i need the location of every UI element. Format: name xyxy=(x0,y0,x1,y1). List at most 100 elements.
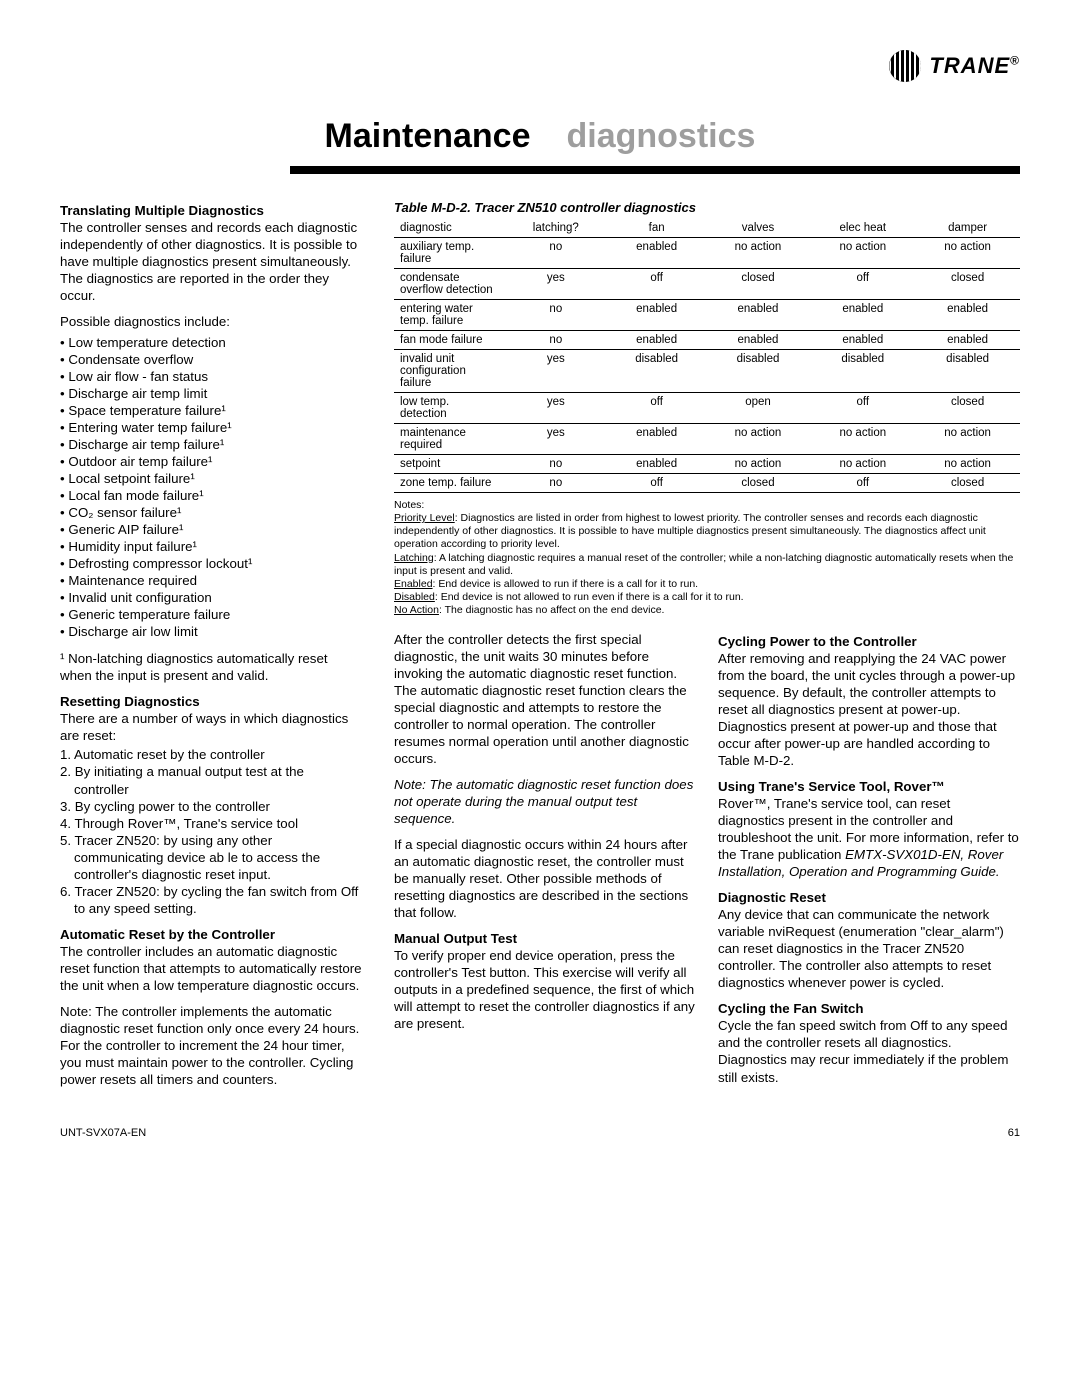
trademark: ® xyxy=(1010,54,1020,68)
brand-text: TRANE xyxy=(929,53,1010,78)
table-cell: enabled xyxy=(706,331,811,350)
table-cell: enabled xyxy=(608,331,706,350)
table-cell: closed xyxy=(915,393,1020,424)
table-header-cell: diagnostic xyxy=(394,219,504,238)
column-right: Cycling Power to the Controller After re… xyxy=(718,631,1020,1094)
footnote-1: ¹ Non-latching diagnostics automatically… xyxy=(60,650,362,684)
table-cell: no action xyxy=(915,424,1020,455)
note-noaction: : The diagnostic has no affect on the en… xyxy=(439,604,665,616)
table-cell: fan mode failure xyxy=(394,331,504,350)
note-priority-label: Priority Level xyxy=(394,512,455,524)
table-notes: Notes: Priority Level: Diagnostics are l… xyxy=(394,499,1020,617)
h-rover: Using Trane's Service Tool, Rover™ xyxy=(718,778,1020,795)
table-cell: enabled xyxy=(810,331,915,350)
h-diag-reset: Diagnostic Reset xyxy=(718,889,1020,906)
page-footer: UNT-SVX07A-EN 61 xyxy=(60,1127,1020,1139)
list-item: Generic temperature failure xyxy=(60,606,362,623)
list-item: Low air flow - fan status xyxy=(60,368,362,385)
p-possible: Possible diagnostics include: xyxy=(60,313,362,330)
p-diag-reset: Any device that can communicate the netw… xyxy=(718,906,1020,991)
table-cell: closed xyxy=(915,269,1020,300)
diagnostics-list: Low temperature detectionCondensate over… xyxy=(60,334,362,640)
table-header-row: diagnosticlatching?fanvalveselec heatdam… xyxy=(394,219,1020,238)
table-cell: enabled xyxy=(706,300,811,331)
note-enabled-label: Enabled xyxy=(394,578,433,590)
table-cell: closed xyxy=(915,474,1020,493)
table-row: condensate overflow detectionyesoffclose… xyxy=(394,269,1020,300)
table-cell: auxiliary temp. failure xyxy=(394,238,504,269)
table-cell: no action xyxy=(915,238,1020,269)
table-row: invalid unit configuration failureyesdis… xyxy=(394,350,1020,393)
table-cell: no xyxy=(504,455,608,474)
diagnostics-table: diagnosticlatching?fanvalveselec heatdam… xyxy=(394,219,1020,493)
right-block: Table M-D-2. Tracer ZN510 controller dia… xyxy=(394,200,1020,1095)
table-cell: enabled xyxy=(915,331,1020,350)
table-cell: no xyxy=(504,300,608,331)
list-item: Maintenance required xyxy=(60,572,362,589)
table-header-cell: valves xyxy=(706,219,811,238)
list-item: 1. Automatic reset by the controller xyxy=(60,746,362,763)
table-header-cell: fan xyxy=(608,219,706,238)
table-cell: disabled xyxy=(810,350,915,393)
table-row: setpointnoenabledno actionno actionno ac… xyxy=(394,455,1020,474)
p-auto-reset-note: Note: The controller implements the auto… xyxy=(60,1003,362,1088)
table-cell: no action xyxy=(706,424,811,455)
p-resetting-intro: There are a number of ways in which diag… xyxy=(60,710,362,744)
title-main: Maintenance xyxy=(325,117,531,156)
table-body: auxiliary temp. failurenoenabledno actio… xyxy=(394,238,1020,493)
table-cell: no action xyxy=(810,424,915,455)
list-item: Generic AIP failure¹ xyxy=(60,521,362,538)
footer-page-number: 61 xyxy=(1008,1127,1020,1139)
table-header-cell: elec heat xyxy=(810,219,915,238)
p-cycling-power: After removing and reapplying the 24 VAC… xyxy=(718,650,1020,769)
p-note-auto: Note: The automatic diagnostic reset fun… xyxy=(394,776,696,827)
table-cell: enabled xyxy=(608,424,706,455)
table-cell: no action xyxy=(810,238,915,269)
table-cell: condensate overflow detection xyxy=(394,269,504,300)
table-header-cell: latching? xyxy=(504,219,608,238)
note-latching-label: Latching xyxy=(394,552,434,564)
list-item: Discharge air temp failure¹ xyxy=(60,436,362,453)
table-cell: yes xyxy=(504,350,608,393)
table-cell: closed xyxy=(706,474,811,493)
table-cell: closed xyxy=(706,269,811,300)
table-cell: low temp. detection xyxy=(394,393,504,424)
list-item: Entering water temp failure¹ xyxy=(60,419,362,436)
table-header-cell: damper xyxy=(915,219,1020,238)
list-item: Low temperature detection xyxy=(60,334,362,351)
list-item: Local setpoint failure¹ xyxy=(60,470,362,487)
table-cell: enabled xyxy=(608,455,706,474)
list-item: Condensate overflow xyxy=(60,351,362,368)
note-disabled-label: Disabled xyxy=(394,591,435,603)
list-item: Humidity input failure¹ xyxy=(60,538,362,555)
p-detect: After the controller detects the first s… xyxy=(394,631,696,767)
table-cell: off xyxy=(608,474,706,493)
table-row: low temp. detectionyesoffopenoffclosed xyxy=(394,393,1020,424)
brand-logo: TRANE® xyxy=(889,50,1020,82)
table-cell: no xyxy=(504,331,608,350)
p-auto-reset: The controller includes an automatic dia… xyxy=(60,943,362,994)
header-logo: TRANE® xyxy=(60,50,1020,87)
table-row: fan mode failurenoenabledenabledenablede… xyxy=(394,331,1020,350)
h-cycling-power: Cycling Power to the Controller xyxy=(718,633,1020,650)
table-cell: disabled xyxy=(915,350,1020,393)
note-disabled: : End device is not allowed to run even … xyxy=(435,591,744,603)
page-title: Maintenance diagnostics xyxy=(60,117,1020,156)
table-cell: setpoint xyxy=(394,455,504,474)
list-item: Outdoor air temp failure¹ xyxy=(60,453,362,470)
table-cell: off xyxy=(608,269,706,300)
list-item: 3. By cycling power to the controller xyxy=(60,798,362,815)
note-noaction-label: No Action xyxy=(394,604,439,616)
list-item: 2. By initiating a manual output test at… xyxy=(60,763,362,797)
column-middle: After the controller detects the first s… xyxy=(394,631,696,1094)
table-row: entering water temp. failurenoenabledena… xyxy=(394,300,1020,331)
note-enabled: : End device is allowed to run if there … xyxy=(433,578,699,590)
column-left: Translating Multiple Diagnostics The con… xyxy=(60,200,362,1097)
table-cell: enabled xyxy=(810,300,915,331)
table-cell: no action xyxy=(706,455,811,474)
table-cell: off xyxy=(810,269,915,300)
h-fan-switch: Cycling the Fan Switch xyxy=(718,1000,1020,1017)
list-item: CO₂ sensor failure¹ xyxy=(60,504,362,521)
table-cell: off xyxy=(810,474,915,493)
p-special: If a special diagnostic occurs within 24… xyxy=(394,836,696,921)
